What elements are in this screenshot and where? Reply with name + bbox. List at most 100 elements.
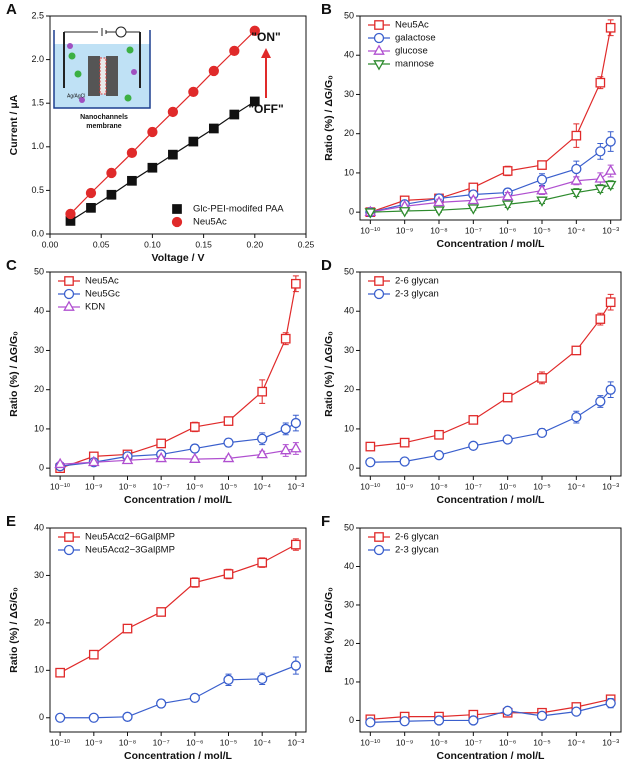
legend-label: mannose <box>395 59 434 70</box>
legend-marker <box>374 532 384 542</box>
x-tick-label: 10⁻⁶ <box>499 225 516 235</box>
y-tick-label: 50 <box>34 266 44 276</box>
marker <box>594 184 607 196</box>
panel-label: A <box>6 1 17 18</box>
annotation-off: "OFF" <box>248 102 283 116</box>
legend-label: Neu5Ac <box>395 20 429 31</box>
marker <box>88 455 100 467</box>
legend-label: 2-6 glycan <box>395 276 439 287</box>
series-line <box>370 301 612 448</box>
marker <box>398 207 411 218</box>
series-line <box>370 702 611 723</box>
x-tick-label: 10⁻⁷ <box>153 737 170 747</box>
y-tick-label: 0.5 <box>31 185 44 195</box>
x-tick-label: 10⁻⁵ <box>533 225 550 235</box>
marker <box>595 396 606 407</box>
panel: B 10⁻¹⁰ 10⁻⁹ 10⁻⁸ 10⁻⁷ 10⁻⁶ 10⁻⁵ 10⁻⁴ 10⁻³ 0 10 20 3… <box>321 1 622 250</box>
legend-label: 2-6 glycan <box>395 532 439 543</box>
x-tick-label: 10⁻³ <box>602 737 619 747</box>
membrane-right <box>106 56 118 96</box>
x-axis-label: Concentration / mol/L <box>437 494 546 506</box>
x-tick-label: 10⁻⁹ <box>396 737 414 747</box>
marker <box>468 440 479 451</box>
marker <box>155 451 167 463</box>
legend-label: 2-3 glycan <box>395 289 439 300</box>
y-tick-label: 20 <box>344 384 354 394</box>
marker <box>571 130 582 141</box>
marker <box>399 716 410 727</box>
marker <box>249 96 260 107</box>
y-tick-label: 40 <box>344 50 354 60</box>
marker <box>365 441 376 452</box>
x-tick-label: 0.10 <box>144 239 161 249</box>
marker <box>570 174 583 185</box>
cation <box>126 46 134 54</box>
plot-frame <box>49 527 307 733</box>
x-tick-label: 10⁻¹⁰ <box>50 737 71 747</box>
y-tick-label: 10 <box>34 423 44 433</box>
cation <box>74 70 82 78</box>
y-axis-label: Ratio (%) / ΔG/G₀ <box>8 331 20 417</box>
y-tick-label: 40 <box>344 306 354 316</box>
circuit <box>64 28 140 36</box>
x-tick-label: 10⁻¹⁰ <box>50 481 71 491</box>
legend-label: galactose <box>395 33 436 44</box>
marker <box>257 386 268 397</box>
legend-marker <box>63 300 75 311</box>
marker <box>290 660 302 671</box>
series-line <box>370 389 612 463</box>
y-tick-label: 50 <box>344 522 354 532</box>
legend-marker <box>63 544 75 556</box>
x-tick-label: 10⁻³ <box>287 481 304 491</box>
marker <box>257 673 268 685</box>
cell <box>53 30 151 109</box>
series-line <box>60 665 297 719</box>
marker <box>229 109 240 120</box>
legend-marker <box>373 44 385 55</box>
legend-label: Neu5Ac <box>193 217 227 228</box>
y-axis-label: Ratio (%) / ΔG/G₀ <box>323 75 335 161</box>
nanochannel <box>99 57 107 95</box>
x-axis-label: Concentration / mol/L <box>437 750 546 762</box>
y-tick-label: 20 <box>344 128 354 138</box>
anion <box>67 43 73 49</box>
marker <box>399 437 410 448</box>
marker <box>127 175 137 186</box>
panel: A 0.00 0.05 0.10 0.15 0.20 0.25 0.0 0.5 1.0 1.5 2.0… <box>6 1 315 264</box>
x-tick-label: 10⁻⁶ <box>499 737 516 747</box>
y-tick-label: 20 <box>34 617 44 627</box>
marker <box>537 373 547 383</box>
y-tick-label: 10 <box>344 423 354 433</box>
panel-label: E <box>6 513 16 530</box>
marker <box>536 427 548 438</box>
y-tick-label: 50 <box>344 266 354 276</box>
marker <box>229 45 240 57</box>
series-line <box>370 698 611 720</box>
legend-marker <box>373 60 385 71</box>
panel: E 10⁻¹⁰ 10⁻⁹ 10⁻⁸ 10⁻⁷ 10⁻⁶ 10⁻⁵ 10⁻⁴ 10⁻³ 0 10 20 3… <box>6 513 307 762</box>
series-line <box>59 544 297 674</box>
plot-frame <box>49 15 307 235</box>
marker <box>54 712 66 723</box>
marker <box>604 180 617 192</box>
marker <box>156 607 167 617</box>
marker <box>536 184 548 195</box>
annotation-on: "ON" <box>251 30 280 44</box>
marker <box>189 692 200 703</box>
inset-label: membrane <box>86 123 122 130</box>
membrane-left <box>88 56 100 96</box>
y-tick-label: 40 <box>34 306 44 316</box>
marker <box>433 206 445 217</box>
legend-marker <box>373 544 385 556</box>
x-tick-label: 10⁻⁹ <box>396 481 414 491</box>
marker <box>256 447 268 459</box>
y-tick-label: 2.5 <box>31 10 44 20</box>
y-tick-label: 20 <box>344 638 354 648</box>
x-tick-label: 10⁻⁴ <box>253 481 271 491</box>
y-tick-label: 40 <box>344 561 354 571</box>
marker <box>106 189 117 200</box>
legend-marker <box>373 32 385 44</box>
marker <box>605 697 616 709</box>
x-tick-label: 0.05 <box>93 239 110 249</box>
y-tick-label: 50 <box>344 10 354 20</box>
